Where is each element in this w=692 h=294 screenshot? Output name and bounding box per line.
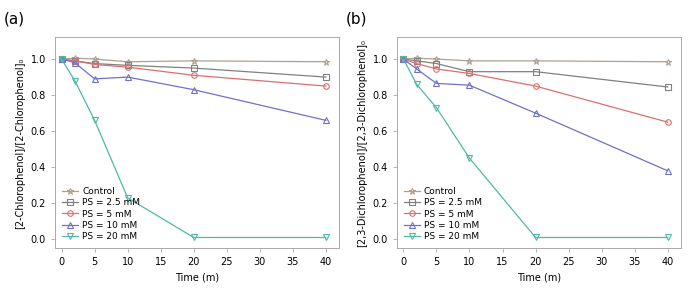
Line: PS = 10 mM: PS = 10 mM bbox=[401, 56, 671, 173]
PS = 10 mM bbox=[432, 82, 441, 85]
PS = 2.5 mM bbox=[322, 75, 330, 79]
Control bbox=[531, 59, 540, 63]
PS = 10 mM bbox=[57, 57, 66, 61]
PS = 20 mM bbox=[71, 79, 79, 82]
Control bbox=[71, 56, 79, 60]
Control bbox=[57, 57, 66, 61]
PS = 10 mM bbox=[399, 57, 408, 61]
PS = 10 mM bbox=[531, 111, 540, 115]
PS = 2.5 mM bbox=[91, 62, 99, 65]
Legend: Control, PS = 2.5 mM, PS = 5 mM, PS = 10 mM, PS = 20 mM: Control, PS = 2.5 mM, PS = 5 mM, PS = 10… bbox=[401, 184, 484, 244]
Control bbox=[123, 60, 131, 64]
PS = 10 mM bbox=[465, 83, 473, 87]
PS = 2.5 mM bbox=[190, 66, 198, 70]
Text: (b): (b) bbox=[346, 12, 367, 27]
PS = 10 mM bbox=[664, 169, 672, 173]
Control bbox=[91, 57, 99, 61]
Y-axis label: [2-Chlorophenol]/[2-Chlorophenol]₀: [2-Chlorophenol]/[2-Chlorophenol]₀ bbox=[15, 57, 25, 228]
Legend: Control, PS = 2.5 mM, PS = 5 mM, PS = 10 mM, PS = 20 mM: Control, PS = 2.5 mM, PS = 5 mM, PS = 10… bbox=[60, 184, 143, 244]
PS = 20 mM bbox=[322, 236, 330, 239]
PS = 20 mM bbox=[123, 196, 131, 200]
Line: PS = 5 mM: PS = 5 mM bbox=[401, 56, 671, 125]
PS = 10 mM bbox=[412, 67, 421, 71]
PS = 10 mM bbox=[322, 118, 330, 122]
PS = 5 mM bbox=[123, 65, 131, 69]
PS = 20 mM bbox=[465, 156, 473, 160]
Control bbox=[465, 59, 473, 63]
PS = 2.5 mM bbox=[664, 85, 672, 89]
PS = 10 mM bbox=[123, 75, 131, 79]
PS = 5 mM bbox=[664, 120, 672, 124]
PS = 5 mM bbox=[399, 57, 408, 61]
Control bbox=[432, 57, 441, 61]
PS = 20 mM bbox=[412, 83, 421, 86]
PS = 5 mM bbox=[91, 63, 99, 66]
Line: PS = 20 mM: PS = 20 mM bbox=[401, 56, 671, 240]
PS = 2.5 mM bbox=[412, 59, 421, 63]
Text: (a): (a) bbox=[4, 12, 25, 27]
PS = 20 mM bbox=[432, 106, 441, 109]
PS = 5 mM bbox=[322, 84, 330, 88]
PS = 2.5 mM bbox=[432, 62, 441, 65]
PS = 10 mM bbox=[71, 61, 79, 64]
Control bbox=[190, 59, 198, 63]
Line: PS = 2.5 mM: PS = 2.5 mM bbox=[59, 56, 329, 80]
PS = 10 mM bbox=[91, 77, 99, 81]
Line: Control: Control bbox=[400, 55, 671, 65]
PS = 2.5 mM bbox=[57, 57, 66, 61]
PS = 5 mM bbox=[531, 84, 540, 88]
PS = 5 mM bbox=[190, 74, 198, 77]
X-axis label: Time (m): Time (m) bbox=[175, 273, 219, 283]
Line: Control: Control bbox=[58, 55, 329, 65]
Control bbox=[399, 57, 408, 61]
PS = 20 mM bbox=[664, 236, 672, 239]
PS = 20 mM bbox=[399, 57, 408, 61]
PS = 5 mM bbox=[71, 59, 79, 63]
PS = 10 mM bbox=[190, 88, 198, 91]
PS = 20 mM bbox=[190, 236, 198, 239]
PS = 20 mM bbox=[531, 236, 540, 239]
PS = 20 mM bbox=[91, 118, 99, 122]
PS = 2.5 mM bbox=[71, 59, 79, 63]
PS = 5 mM bbox=[57, 57, 66, 61]
Control bbox=[322, 60, 330, 64]
Line: PS = 5 mM: PS = 5 mM bbox=[59, 56, 329, 89]
Control bbox=[412, 56, 421, 60]
PS = 2.5 mM bbox=[465, 70, 473, 74]
Control bbox=[664, 60, 672, 64]
PS = 5 mM bbox=[412, 62, 421, 65]
PS = 20 mM bbox=[57, 57, 66, 61]
Line: PS = 10 mM: PS = 10 mM bbox=[59, 56, 329, 123]
Line: PS = 2.5 mM: PS = 2.5 mM bbox=[401, 56, 671, 90]
Y-axis label: [2,3-Dichlorophenol]/[2,3-Dichlorophenol]₀: [2,3-Dichlorophenol]/[2,3-Dichlorophenol… bbox=[357, 39, 367, 247]
PS = 5 mM bbox=[465, 72, 473, 75]
X-axis label: Time (m): Time (m) bbox=[517, 273, 561, 283]
PS = 2.5 mM bbox=[399, 57, 408, 61]
PS = 2.5 mM bbox=[123, 64, 131, 67]
PS = 2.5 mM bbox=[531, 70, 540, 74]
PS = 5 mM bbox=[432, 67, 441, 71]
Line: PS = 20 mM: PS = 20 mM bbox=[59, 56, 329, 240]
